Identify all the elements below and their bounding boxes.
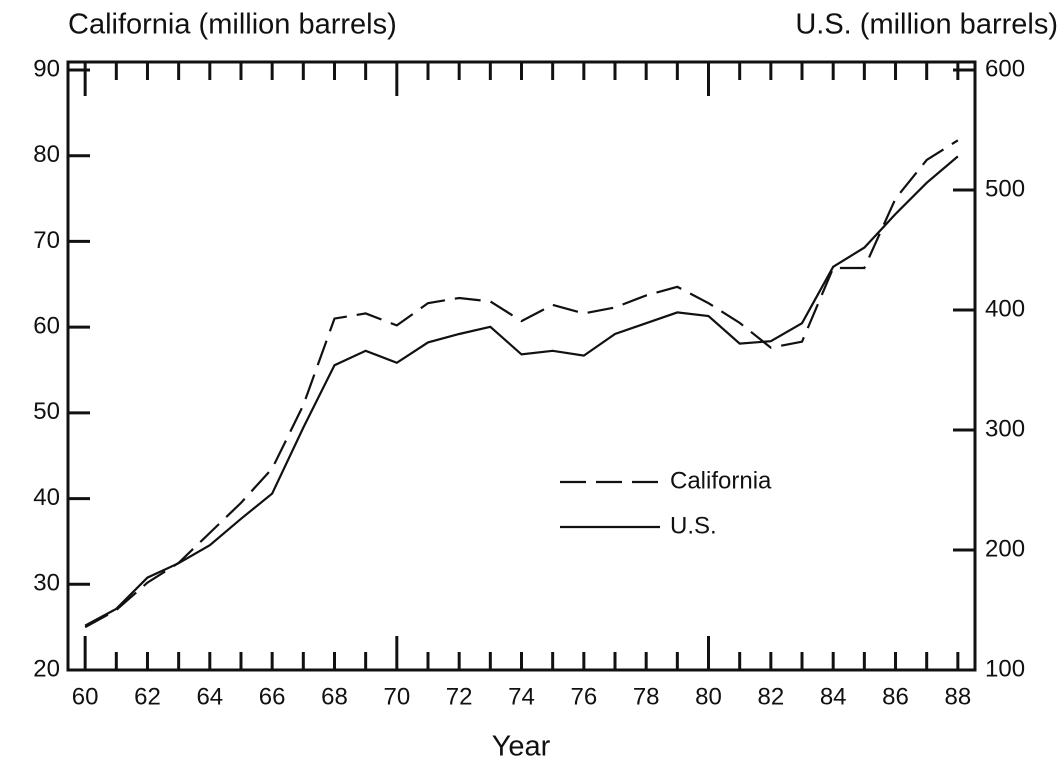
y2-tick-label: 300: [985, 415, 1025, 442]
y2-axis-label: U.S. (million barrels): [795, 9, 1058, 41]
y-tick-label: 50: [33, 398, 60, 425]
x-tick-label: 72: [446, 683, 473, 710]
y-tick-label: 60: [33, 312, 60, 339]
legend-label: California: [670, 467, 772, 494]
series-line: [84, 155, 959, 627]
y-tick-label: 40: [33, 484, 60, 511]
x-tick-label: 86: [882, 683, 909, 710]
series-line: [84, 139, 959, 629]
y2-tick-label: 100: [985, 655, 1025, 682]
x-tick-label: 64: [196, 683, 223, 710]
y-axis-label: California (million barrels): [68, 9, 397, 41]
legend-label: U.S.: [670, 512, 717, 539]
x-tick-label: 70: [383, 683, 410, 710]
x-tick-label: 82: [757, 683, 784, 710]
x-tick-label: 88: [945, 683, 972, 710]
plot-frame: [66, 60, 977, 672]
y2-tick-label: 400: [985, 295, 1025, 322]
y-tick-label: 70: [33, 227, 60, 254]
x-tick-label: 62: [134, 683, 161, 710]
x-tick-label: 60: [72, 683, 99, 710]
y-tick-label: 30: [33, 570, 60, 597]
y2-tick-label: 500: [985, 175, 1025, 202]
x-tick-label: 84: [820, 683, 847, 710]
y-tick-label: 90: [33, 55, 60, 82]
x-tick-label: 66: [259, 683, 286, 710]
y2-tick-label: 600: [985, 55, 1025, 82]
y-tick-label: 20: [33, 655, 60, 682]
x-tick-label: 76: [570, 683, 597, 710]
y-tick-label: 80: [33, 141, 60, 168]
x-tick-label: 80: [695, 683, 722, 710]
x-axis-label: Year: [492, 731, 551, 763]
x-tick-label: 78: [633, 683, 660, 710]
x-tick-label: 68: [321, 683, 348, 710]
y2-tick-label: 200: [985, 535, 1025, 562]
x-tick-label: 74: [508, 683, 535, 710]
